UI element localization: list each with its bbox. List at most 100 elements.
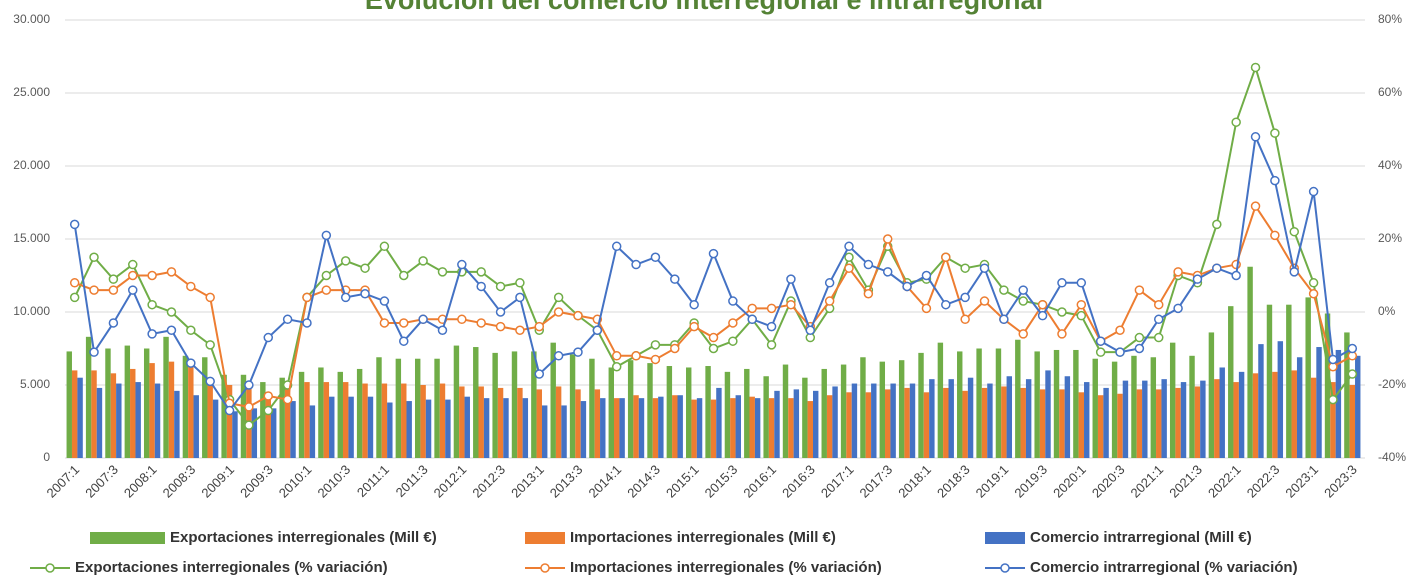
bar [666,366,673,458]
bar [981,387,988,458]
legend-swatch [525,532,565,544]
y-tick-label: 5.000 [20,377,50,391]
bar [279,377,285,458]
marker [534,321,545,332]
marker [844,241,854,252]
bar [381,383,388,458]
marker [515,278,525,288]
marker [1153,332,1164,343]
bar [1175,387,1181,458]
bar [420,385,426,458]
y-tick-label: 10.000 [13,304,50,318]
bar [716,387,722,458]
marker [863,289,874,299]
bar [395,358,402,458]
bar [188,366,194,458]
marker [89,347,99,357]
bar [1344,332,1350,458]
bar [860,357,866,458]
x-tick-label: 2014:1 [586,462,625,501]
bar [425,399,432,458]
bar [1169,342,1176,458]
marker [553,351,564,361]
marker [340,256,351,266]
bar [163,336,169,458]
marker [1057,278,1067,288]
x-tick-label: 2011:3 [393,462,431,500]
marker [379,241,390,252]
marker [921,270,932,281]
bar [1020,387,1026,458]
bar [251,408,258,458]
chart-title: Evolución del comercio interregional e i… [365,0,1043,15]
marker [1308,278,1319,288]
bar [1200,380,1206,458]
x-tick-label: 2022:3 [1244,462,1283,501]
legend-label: Comercio intrarregional (% variación) [1030,559,1298,576]
bar [212,399,219,458]
x-tick-label: 2022:1 [1205,462,1244,501]
marker [553,292,564,303]
bar [826,395,833,458]
bar [967,377,974,458]
bar [356,368,363,458]
marker [670,274,680,284]
marker [573,310,583,321]
bar [788,398,794,458]
bar [1136,389,1143,458]
bar [1233,382,1239,458]
bar [260,382,266,458]
bar [91,370,97,458]
x-tick-label: 2011:1 [354,462,392,500]
marker [1153,299,1164,310]
marker [941,299,951,310]
bar [154,383,161,458]
bar [348,396,354,458]
marker [205,340,215,350]
bar [638,398,645,458]
x-tick-label: 2023:3 [1321,462,1360,501]
bar [464,396,470,458]
x-tick-label: 2015:1 [663,462,702,501]
bar [541,405,548,458]
marker [476,281,486,292]
y2-tick-label: 20% [1378,231,1402,245]
bar [445,399,451,458]
bar [1238,371,1245,458]
bar [226,385,233,458]
marker [766,303,777,314]
marker [1037,299,1048,310]
bar [414,358,421,458]
marker [418,256,428,266]
bar [589,358,595,458]
bar [619,398,625,458]
bar [696,398,703,458]
marker [302,292,312,303]
bar [768,398,775,458]
x-tick-label: 2019:1 [973,462,1012,501]
marker [689,299,699,310]
bar [948,379,954,458]
marker [631,351,641,361]
bar [105,348,111,458]
marker [1231,117,1241,127]
bar [96,387,103,458]
bar [1219,367,1225,458]
legend-label: Comercio intrarregional (Mill €) [1030,529,1252,546]
bar [1097,395,1104,458]
x-tick-label: 2009:1 [198,462,237,501]
x-tick-label: 2015:3 [702,462,741,501]
marker [457,259,467,270]
marker [1173,303,1183,314]
marker [437,267,448,277]
bar [871,383,877,458]
bar [232,411,238,458]
bar [1296,357,1303,458]
bar [1349,385,1356,458]
bar [569,354,576,458]
marker [166,325,177,335]
bar [1015,339,1021,458]
bar [851,383,858,458]
